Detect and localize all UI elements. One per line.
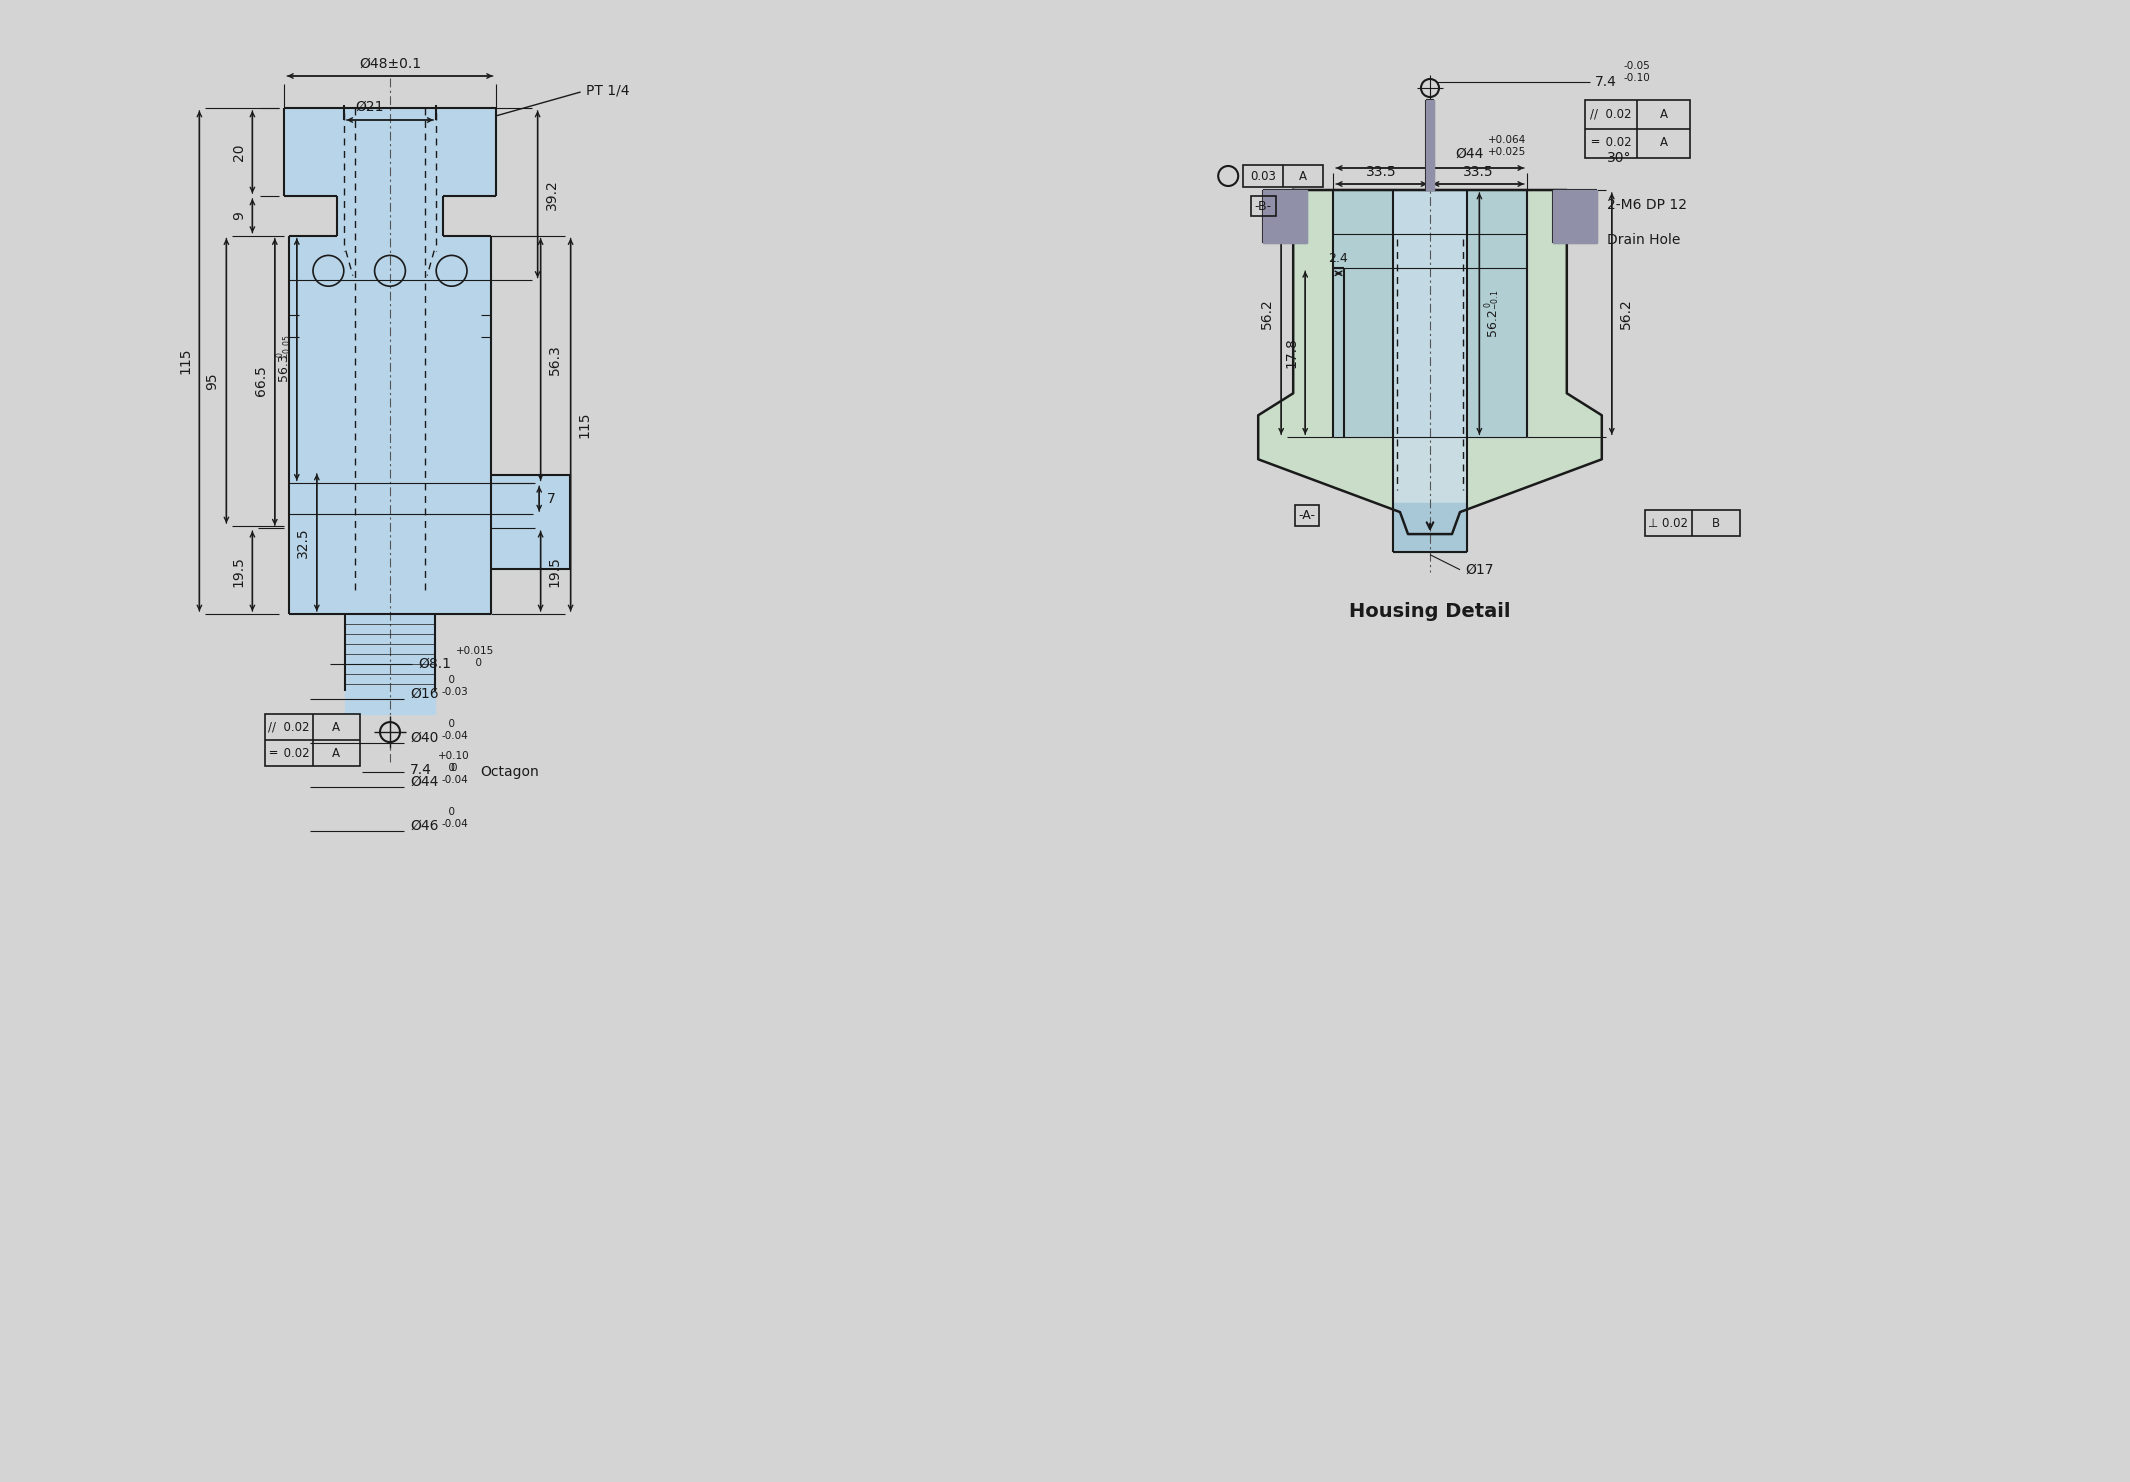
Text: 7: 7: [547, 492, 556, 505]
Text: 0
-0.03: 0 -0.03: [443, 676, 469, 697]
Polygon shape: [1425, 99, 1433, 190]
Text: 30°: 30°: [1606, 151, 1632, 165]
Text: 2-M6 DP 12: 2-M6 DP 12: [1606, 199, 1687, 212]
Text: 7.4: 7.4: [409, 763, 432, 777]
Text: 56.3: 56.3: [547, 344, 562, 375]
Text: 0
-0.04: 0 -0.04: [443, 763, 469, 785]
Text: ═  0.02: ═ 0.02: [268, 747, 309, 760]
Text: Ø44: Ø44: [409, 775, 439, 788]
Polygon shape: [1553, 190, 1598, 243]
Text: 115: 115: [179, 348, 192, 375]
Text: 0
-0.04: 0 -0.04: [443, 808, 469, 828]
Text: A: A: [332, 747, 341, 760]
Text: //  0.02: // 0.02: [1591, 108, 1632, 120]
Polygon shape: [337, 196, 443, 236]
Text: 32.5: 32.5: [296, 528, 309, 557]
Text: 56.3: 56.3: [277, 354, 290, 381]
Polygon shape: [1259, 190, 1602, 534]
Polygon shape: [1393, 190, 1468, 504]
Text: 56.2: 56.2: [1261, 298, 1274, 329]
Text: Ø17: Ø17: [1465, 563, 1493, 576]
Text: 17.8: 17.8: [1284, 338, 1297, 368]
Text: 9: 9: [232, 212, 247, 221]
Text: ═  0.02: ═ 0.02: [1591, 136, 1632, 150]
Text: Housing Detail: Housing Detail: [1348, 602, 1510, 621]
Text: Ø40: Ø40: [409, 731, 439, 745]
Polygon shape: [1263, 190, 1308, 243]
Text: $^{\ 0}_{-0.1}$: $^{\ 0}_{-0.1}$: [1482, 289, 1502, 310]
Text: 7.4: 7.4: [1595, 76, 1617, 89]
Text: A: A: [1299, 169, 1308, 182]
Text: 66.5: 66.5: [253, 366, 268, 396]
Polygon shape: [492, 474, 571, 569]
Text: 115: 115: [577, 412, 592, 439]
Text: Ø48±0.1: Ø48±0.1: [360, 56, 422, 71]
Polygon shape: [290, 236, 492, 614]
Text: 19.5: 19.5: [547, 556, 562, 587]
Text: 39.2: 39.2: [545, 179, 558, 209]
Text: 33.5: 33.5: [1365, 165, 1397, 179]
Text: 0.03: 0.03: [1250, 169, 1276, 182]
Text: A: A: [1659, 136, 1668, 150]
Text: 33.5: 33.5: [1463, 165, 1493, 179]
Text: Ø21: Ø21: [356, 99, 383, 114]
Text: Drain Hole: Drain Hole: [1606, 233, 1681, 247]
Text: 95: 95: [204, 372, 219, 390]
Text: A: A: [332, 720, 341, 734]
Text: 19.5: 19.5: [232, 556, 245, 587]
Text: +0.015
      0: +0.015 0: [456, 646, 494, 668]
Polygon shape: [1333, 190, 1527, 437]
Text: Ø44: Ø44: [1455, 147, 1482, 162]
Text: 56.2: 56.2: [1487, 308, 1500, 335]
Text: Octagon: Octagon: [479, 765, 539, 780]
Text: $^{\ 0}_{-0.05}$: $^{\ 0}_{-0.05}$: [275, 335, 294, 360]
Polygon shape: [285, 108, 496, 196]
Text: B: B: [1713, 517, 1719, 529]
Text: 56.2: 56.2: [1619, 298, 1634, 329]
Text: +0.10
    0: +0.10 0: [439, 751, 469, 774]
Text: 2.4: 2.4: [1329, 252, 1348, 265]
Text: PT 1/4: PT 1/4: [586, 83, 628, 96]
Text: Ø16: Ø16: [409, 688, 439, 701]
Text: -0.05
-0.10: -0.05 -0.10: [1623, 61, 1651, 83]
Text: +0.064
+0.025: +0.064 +0.025: [1489, 135, 1527, 157]
Text: Ø46: Ø46: [409, 820, 439, 833]
Text: 20: 20: [232, 144, 247, 160]
Text: //  0.02: // 0.02: [268, 720, 309, 734]
Text: ⊥ 0.02: ⊥ 0.02: [1649, 517, 1687, 529]
Text: -B-: -B-: [1255, 200, 1272, 212]
Text: A: A: [1659, 108, 1668, 120]
Text: 0
-0.04: 0 -0.04: [443, 719, 469, 741]
Polygon shape: [1393, 504, 1468, 551]
Polygon shape: [345, 614, 435, 714]
Text: -A-: -A-: [1299, 508, 1316, 522]
Text: Ø8.1: Ø8.1: [417, 657, 452, 671]
